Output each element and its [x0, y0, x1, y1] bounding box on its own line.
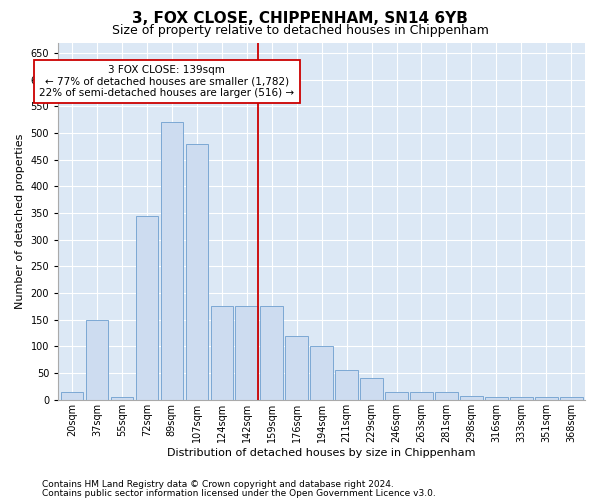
Text: 3, FOX CLOSE, CHIPPENHAM, SN14 6YB: 3, FOX CLOSE, CHIPPENHAM, SN14 6YB — [132, 11, 468, 26]
X-axis label: Distribution of detached houses by size in Chippenham: Distribution of detached houses by size … — [167, 448, 476, 458]
Bar — [185, 144, 208, 400]
Text: Size of property relative to detached houses in Chippenham: Size of property relative to detached ho… — [112, 24, 488, 37]
Bar — [260, 306, 283, 400]
Bar — [161, 122, 183, 400]
Bar — [310, 346, 333, 400]
Text: Contains HM Land Registry data © Crown copyright and database right 2024.: Contains HM Land Registry data © Crown c… — [42, 480, 394, 489]
Text: Contains public sector information licensed under the Open Government Licence v3: Contains public sector information licen… — [42, 488, 436, 498]
Bar — [235, 306, 258, 400]
Bar — [361, 378, 383, 400]
Bar — [485, 397, 508, 400]
Bar — [410, 392, 433, 400]
Bar — [61, 392, 83, 400]
Bar — [560, 397, 583, 400]
Bar — [86, 320, 108, 400]
Bar — [510, 397, 533, 400]
Text: 3 FOX CLOSE: 139sqm
← 77% of detached houses are smaller (1,782)
22% of semi-det: 3 FOX CLOSE: 139sqm ← 77% of detached ho… — [39, 65, 295, 98]
Bar — [211, 306, 233, 400]
Bar — [136, 216, 158, 400]
Bar — [535, 397, 557, 400]
Bar — [435, 392, 458, 400]
Bar — [110, 397, 133, 400]
Bar — [460, 396, 482, 400]
Bar — [335, 370, 358, 400]
Bar — [385, 392, 408, 400]
Bar — [286, 336, 308, 400]
Y-axis label: Number of detached properties: Number of detached properties — [15, 134, 25, 309]
